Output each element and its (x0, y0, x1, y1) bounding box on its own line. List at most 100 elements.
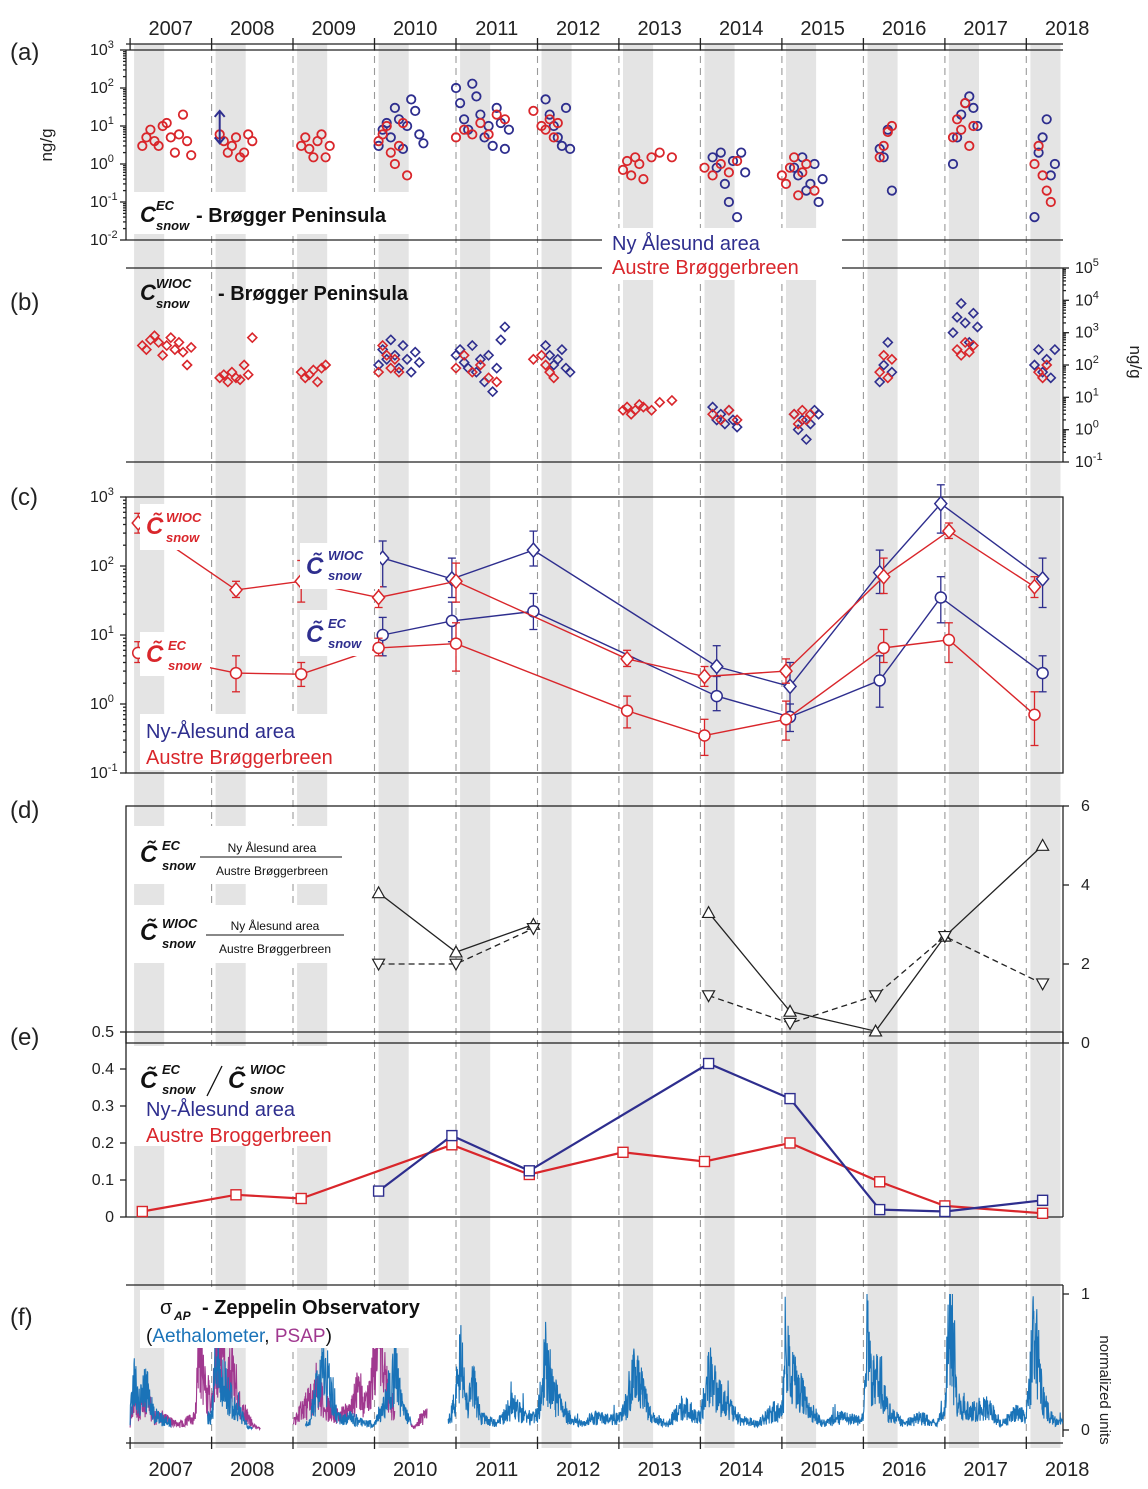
b-ytick-exp-4: 1 (1093, 386, 1099, 398)
b-ytick-label-3: 102 (1075, 354, 1099, 374)
b-point-austre-67 (886, 353, 898, 365)
season-band-2010 (378, 44, 409, 1448)
a-point-ny-53 (886, 185, 898, 196)
c-point-2-3 (371, 589, 386, 606)
a-point-austre-48 (544, 114, 555, 125)
a-point-ny-54 (947, 158, 959, 170)
a-point-austre-86 (1041, 185, 1052, 196)
b-point-austre-72 (967, 339, 980, 352)
a-ytick-exp-5: -2 (108, 229, 118, 241)
panel-a-title-symbol: C (140, 202, 157, 227)
b-point-ny-51 (955, 297, 967, 310)
panel-a-label: (a) (10, 39, 39, 66)
c-ec-blue-sub: snow (328, 636, 362, 651)
a-point-austre-11 (182, 136, 193, 147)
c-point-2-10 (1027, 578, 1042, 595)
b-ytick-label-1: 104 (1075, 289, 1099, 309)
panel-c-data (131, 484, 1050, 757)
b-point-austre-61 (796, 404, 808, 416)
b-ytick-base-4: 10 (1075, 389, 1093, 406)
b-point-austre-46 (617, 404, 629, 416)
e-point-1-3 (446, 1139, 458, 1151)
b-point-austre-57 (723, 404, 735, 416)
d-point-1-2 (526, 923, 541, 936)
top-year-2015: 2015 (800, 18, 845, 40)
top-year-2009: 2009 (312, 18, 357, 40)
a-point-ny-39 (731, 212, 743, 223)
bottom-year-2017: 2017 (963, 1459, 1008, 1481)
d-point-0-3 (701, 905, 716, 919)
b-ytick-label-5: 100 (1075, 419, 1099, 439)
a-point-austre-65 (776, 170, 788, 181)
b-point-ny-19 (482, 349, 495, 361)
d-ec-symbol: C̃ (140, 840, 158, 868)
a-point-austre-87 (1045, 196, 1056, 208)
a-ytick-exp-1: 2 (108, 77, 114, 89)
b-ytick-label-0: 105 (1075, 257, 1099, 277)
a-point-austre-50 (552, 117, 563, 129)
panel-b-title: C WIOC snow - Brøgger Peninsula (140, 276, 409, 311)
b-ytick-exp-6: -1 (1093, 451, 1103, 463)
c-ytick-base-0: 10 (90, 489, 108, 506)
a-point-ny-27 (544, 109, 555, 120)
b-point-austre-29 (372, 366, 385, 378)
b-point-austre-59 (788, 408, 800, 420)
c-point-3-10 (1028, 708, 1041, 721)
b-point-austre-65 (878, 349, 890, 361)
b-point-austre-13 (214, 372, 226, 384)
b-point-ny-21 (491, 362, 503, 374)
b-point-austre-34 (393, 366, 405, 378)
b-point-austre-12 (185, 341, 197, 354)
b-point-ny-16 (470, 366, 482, 378)
a-point-ny-48 (813, 196, 824, 208)
b-point-austre-18 (234, 374, 246, 386)
b-point-ny-60 (1045, 372, 1057, 384)
a-point-ny-11 (418, 138, 429, 149)
a-ytick-label-4: 10-1 (90, 191, 118, 211)
b-point-austre-28 (319, 359, 332, 371)
b-point-ny-57 (1032, 343, 1045, 356)
d-wioc-sup: WIOC (162, 916, 198, 931)
a-point-austre-53 (626, 170, 637, 181)
a-point-austre-68 (788, 152, 800, 163)
b-point-austre-5 (157, 349, 169, 361)
a-point-austre-12 (186, 150, 197, 161)
d-wioc-symbol: C̃ (140, 918, 158, 946)
b-point-ny-22 (495, 334, 507, 346)
e-ytick-label-0: 0.5 (92, 1024, 114, 1041)
b-point-austre-36 (458, 349, 470, 361)
e-point-1-0 (136, 1205, 149, 1218)
d-point-0-4 (783, 1004, 798, 1017)
a-point-austre-51 (617, 164, 629, 175)
panel-f-labels: σ AP - Zeppelin Observatory (Aethalomete… (140, 1290, 446, 1348)
b-point-austre-41 (527, 353, 540, 365)
b-point-ny-36 (727, 414, 739, 426)
panel-a-data (137, 78, 1061, 223)
legend-austre: Austre Brøggerbreen (612, 257, 799, 279)
e-point-1-8 (874, 1176, 886, 1188)
a-point-austre-77 (947, 132, 959, 143)
c-point-3-2 (294, 667, 308, 681)
e-point-1-7 (784, 1137, 796, 1149)
f-title: - Zeppelin Observatory (202, 1297, 421, 1319)
c-point-1-5 (873, 674, 886, 687)
f-aethalometer-line (129, 1293, 1064, 1431)
b-point-ny-46 (878, 359, 890, 371)
d-frame (125, 805, 1064, 1044)
panel-b-title-sup: WIOC (156, 276, 192, 291)
c-wioc-red-symbol: C̃ (146, 512, 164, 540)
c-point-3-3 (372, 641, 385, 655)
a-point-austre-43 (491, 109, 502, 120)
b-ytick-label-2: 103 (1075, 322, 1099, 342)
a-point-ny-17 (471, 91, 482, 102)
f-sigma-sub: AP (173, 1309, 192, 1323)
c-ytick-exp-0: 3 (108, 486, 114, 498)
c-point-3-4 (449, 637, 463, 650)
b-point-austre-27 (315, 362, 328, 374)
b-point-austre-6 (161, 339, 173, 352)
a-point-ny-22 (491, 102, 502, 114)
d-point-1-5 (868, 990, 883, 1003)
d-wioc-numerator: Ny Ålesund area (231, 918, 320, 933)
b-point-austre-42 (535, 349, 548, 361)
b-point-ny-5 (393, 362, 405, 374)
